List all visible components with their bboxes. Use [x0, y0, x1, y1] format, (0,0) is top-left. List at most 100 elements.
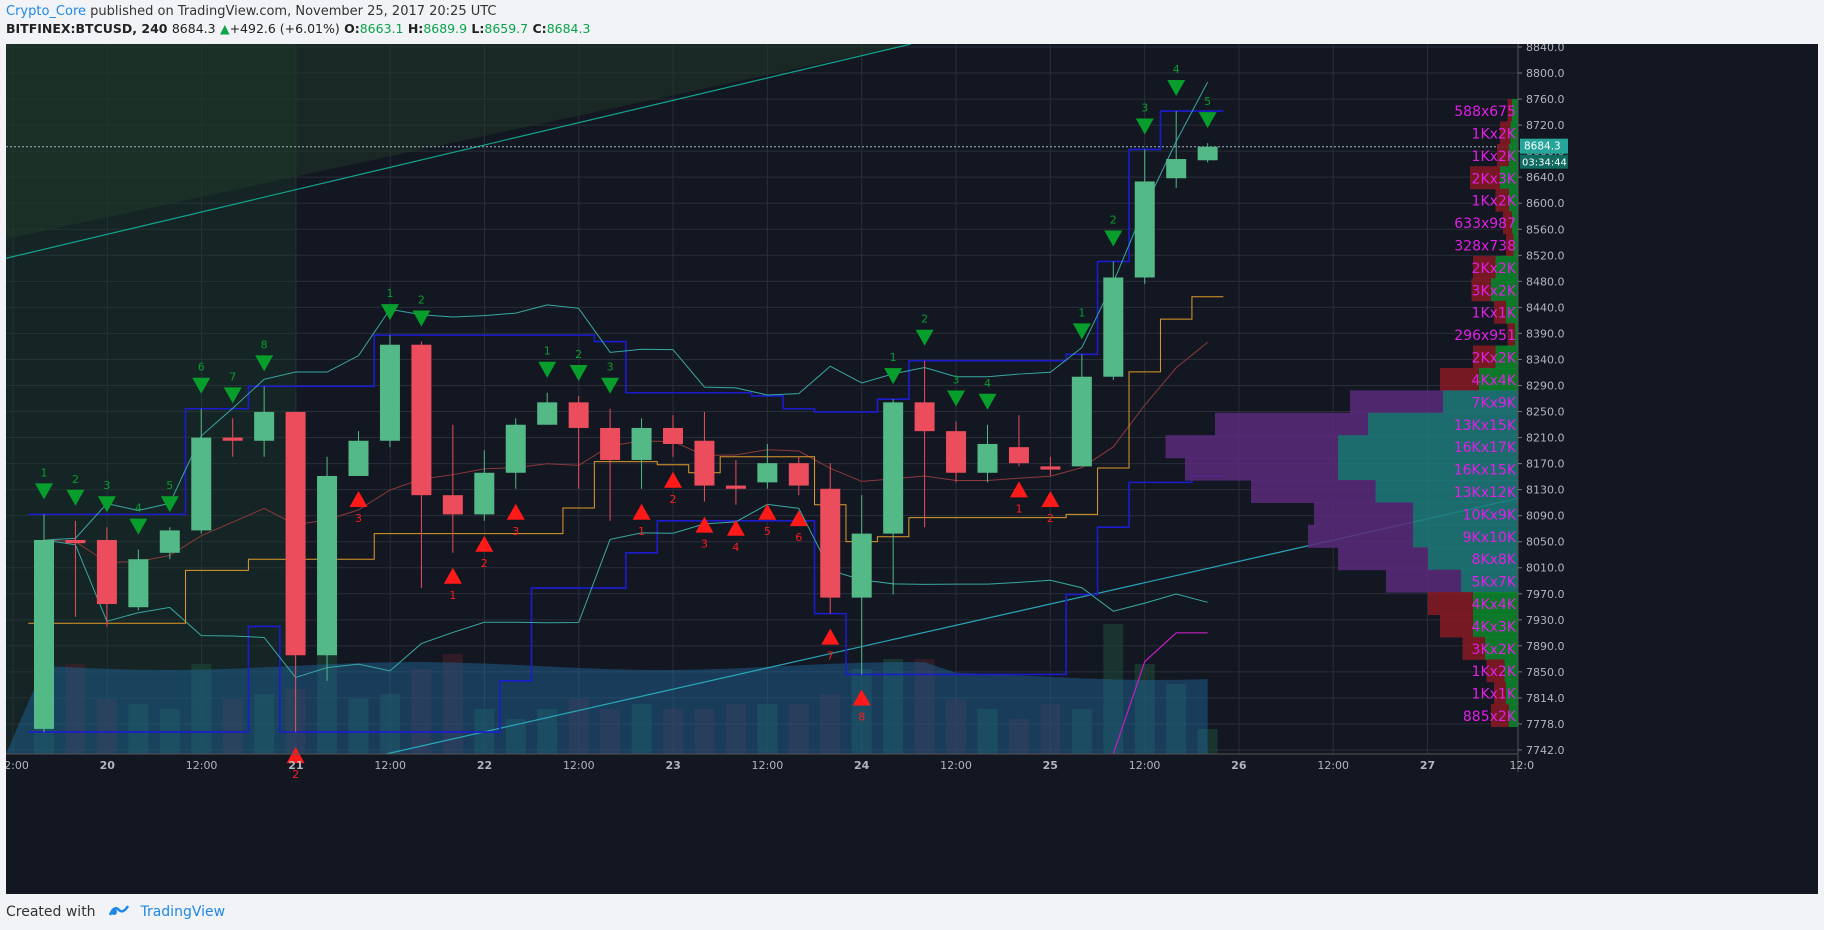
- time-tick-label: 22: [477, 759, 492, 772]
- candle-body: [1071, 376, 1092, 467]
- signal-down-arrow-icon: [1104, 230, 1123, 247]
- candle-down: [788, 456, 809, 496]
- vp-label: 13Kx15K: [1454, 418, 1517, 434]
- signal-down-arrow-icon: [884, 368, 903, 385]
- candle-body: [757, 463, 778, 483]
- time-tick-label: 12:00: [940, 759, 972, 772]
- candle-body: [600, 427, 621, 460]
- signal-down-arrow-icon: [66, 489, 85, 506]
- time-axis[interactable]: 12:00 20 12:00 21 12:00 22 12:00 23 12:00 24 12:00…: [0, 753, 1534, 772]
- vp-sell-bar: [1251, 479, 1376, 503]
- signal-down-arrow-icon: [1198, 112, 1217, 129]
- vp-buy-bar: [1473, 592, 1518, 616]
- vp-label: 5Kx7K: [1472, 575, 1517, 591]
- signal-count-label: 5: [764, 525, 771, 538]
- vp-label: 296x951: [1454, 328, 1516, 344]
- volume-bar: [883, 659, 904, 754]
- vp-label: 7Kx9K: [1472, 395, 1517, 411]
- candle-up: [505, 418, 526, 489]
- price-tick-label: 8520.0: [1526, 249, 1565, 262]
- candle-body: [254, 411, 275, 441]
- candle-up: [757, 443, 778, 489]
- volume-bar: [820, 694, 841, 754]
- vp-sell-bar: [1462, 636, 1485, 660]
- close-value: 8684.3: [546, 21, 591, 36]
- tradingview-link[interactable]: TradingView: [140, 904, 226, 920]
- price-tick-label: 8090.0: [1526, 510, 1565, 523]
- candle-up: [191, 408, 212, 534]
- vp-sell-bar: [1491, 704, 1509, 728]
- signal-count-label: 7: [229, 370, 236, 383]
- signal-count-label: 7: [827, 650, 834, 663]
- time-tick-label: 12:00: [752, 759, 784, 772]
- candle-down: [946, 421, 967, 483]
- signal-count-label: 3: [1141, 101, 1148, 114]
- vp-sell-bar: [1497, 143, 1509, 167]
- vp-label: 2Kx2K: [1472, 261, 1517, 277]
- time-tick-label: 26: [1231, 759, 1247, 772]
- candle-up: [1134, 149, 1155, 284]
- candle-up: [34, 514, 54, 733]
- signal-down-arrow-icon: [255, 355, 274, 372]
- volume-bar: [663, 709, 683, 754]
- vp-buy-bar: [1506, 300, 1518, 324]
- candle-body: [34, 539, 54, 729]
- volume-bar: [222, 699, 243, 754]
- candle-up: [1197, 143, 1218, 163]
- signal-up-arrow-icon: [695, 516, 714, 533]
- candles: [34, 111, 1218, 733]
- vp-label: 13Kx12K: [1454, 485, 1517, 501]
- vp-label: 4Kx4K: [1472, 597, 1517, 613]
- vp-sell-bar: [1440, 614, 1473, 638]
- signal-count-label: 1: [1078, 306, 1085, 319]
- candle-up: [1166, 111, 1187, 188]
- candle-body: [411, 344, 432, 496]
- signal-up-arrow-icon: [1009, 481, 1028, 498]
- created-with-text: Created with: [6, 904, 96, 920]
- signal-down-arrow-icon: [915, 329, 934, 346]
- signal-count-label: 1: [386, 287, 393, 300]
- vp-buy-bar: [1461, 569, 1518, 593]
- signal-up-arrow-icon: [1041, 490, 1060, 507]
- author-link[interactable]: Crypto_Core: [6, 4, 87, 19]
- vp-buy-bar: [1485, 636, 1518, 660]
- signal-count-label: 4: [1173, 63, 1180, 76]
- vp-buy-bar: [1375, 479, 1518, 503]
- low-value: 8659.7: [484, 21, 529, 36]
- volume-bar: [1103, 624, 1124, 754]
- candle-body: [788, 463, 809, 486]
- signal-count-label: 2: [921, 313, 928, 326]
- signal-count-label: 3: [701, 538, 708, 551]
- vp-sell-bar: [1503, 211, 1512, 235]
- price-tick-label: 8010.0: [1526, 562, 1565, 575]
- vp-label: 16Kx15K: [1454, 463, 1517, 479]
- vp-sell-bar: [1494, 300, 1506, 324]
- volume-bar: [631, 704, 652, 754]
- signal-count-label: 1: [638, 525, 645, 538]
- vp-label: 3Kx2K: [1472, 283, 1517, 299]
- countdown-badge: [1520, 154, 1568, 169]
- signal-count-label: 4: [135, 502, 142, 515]
- candle-up: [537, 392, 558, 425]
- volume-bar: [788, 704, 809, 754]
- signal-up-arrow-icon: [789, 510, 808, 527]
- signal-down-arrow-icon: [601, 377, 620, 394]
- volume-bar: [379, 694, 400, 754]
- volume-bar: [348, 699, 369, 754]
- candle-body: [883, 402, 904, 534]
- vp-sell-bar: [1215, 412, 1368, 436]
- vp-label: 16Kx17K: [1454, 440, 1517, 456]
- publish-header: Crypto_Core published on TradingView.com…: [6, 4, 497, 19]
- vp-buy-bar: [1428, 547, 1518, 571]
- signal-up-arrow-icon: [475, 535, 494, 552]
- vp-label: 1Kx1K: [1472, 306, 1517, 322]
- price-axis[interactable]: 8840.08800.08760.08720.08680.08640.08600…: [1517, 41, 1818, 894]
- symbol-legend: BITFINEX:BTCUSD, 240 8684.3 ▲+492.6 (+6.…: [6, 21, 590, 36]
- volume-bar: [977, 709, 998, 754]
- last-price-badge: [1520, 138, 1568, 154]
- price-tick-label: 8560.0: [1526, 223, 1565, 236]
- volume-bar: [1134, 664, 1155, 754]
- signal-up-arrow-icon: [726, 519, 745, 536]
